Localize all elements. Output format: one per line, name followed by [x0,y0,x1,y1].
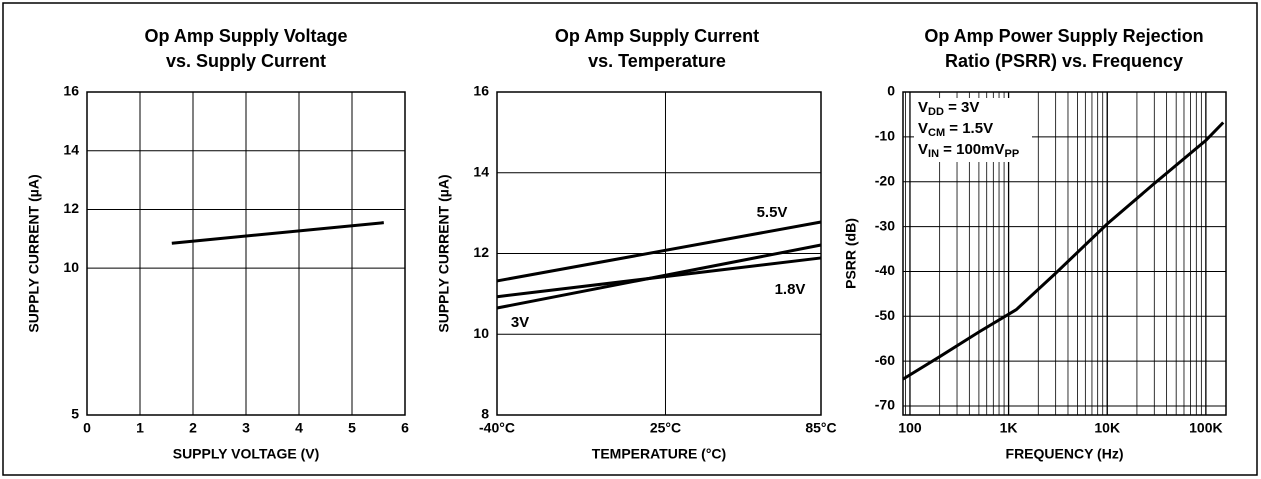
x-axis-label: FREQUENCY (Hz) [1006,446,1124,462]
x-tick-label: 100 [898,420,922,436]
x-tick-label: 2 [189,420,197,436]
x-tick-label: 3 [242,420,250,436]
annotation-part: V [918,120,928,137]
annotation-part: IN [928,148,939,160]
x-axis-label: SUPPLY VOLTAGE (V) [173,446,320,462]
plot-frame [902,91,1227,416]
x-tick-label: 4 [295,420,303,436]
y-axis-label: SUPPLY CURRENT (µA) [436,174,452,332]
annotation: VIN = 100mVPP [918,141,1019,160]
y-tick-label: -70 [875,397,895,413]
y-tick-label: 10 [473,325,489,341]
y-tick-label: -10 [875,128,895,144]
y-tick-label: 5 [71,406,79,422]
series-line [496,256,822,299]
chart-title: Op Amp Power Supply Rejection [924,26,1203,46]
annotation-part: = 3V [944,99,979,116]
y-tick-label: -50 [875,307,895,323]
x-tick-label: 5 [348,420,356,436]
x-tick-label: 10K [1094,420,1120,436]
plot-frame [496,91,822,416]
y-tick-label: 16 [473,83,489,99]
y-tick-label: 0 [887,83,895,99]
series-label: 5.5V [757,204,788,221]
chart-title: vs. Temperature [588,51,726,71]
x-tick-label: 100K [1189,420,1222,436]
annotation-part: V [918,141,928,158]
series-line [496,220,822,283]
x-tick-label: 85°C [805,420,836,436]
x-tick-label: -40°C [479,420,515,436]
y-axis-label: SUPPLY CURRENT (µA) [26,174,42,332]
annotation-part: CM [928,127,945,139]
chart-title: Op Amp Supply Current [555,26,759,46]
chart-title: vs. Supply Current [166,51,326,71]
chart-title: Op Amp Supply Voltage [144,26,347,46]
plot-frame [86,91,406,416]
y-tick-label: -60 [875,352,895,368]
y-tick-label: -30 [875,217,895,233]
annotation-box [914,98,1032,162]
annotation-part: = 100mV [939,141,1004,158]
annotation-part: DD [928,106,944,118]
annotation-part: PP [1004,148,1019,160]
y-tick-label: -40 [875,262,895,278]
chart-title: Ratio (PSRR) vs. Frequency [945,51,1183,71]
y-axis-label: PSRR (dB) [843,218,859,289]
series-label: 1.8V [775,281,806,298]
data-line [171,221,384,245]
x-tick-label: 0 [83,420,91,436]
x-tick-label: 25°C [650,420,681,436]
y-tick-label: 12 [473,244,489,260]
y-tick-label: -20 [875,172,895,188]
data-line [902,121,1225,381]
annotation: VCM = 1.5V [918,120,993,139]
y-tick-label: 12 [63,200,79,216]
series-label: 3V [511,314,529,331]
annotation-part: V [918,99,928,116]
x-tick-label: 1K [1000,420,1018,436]
x-tick-label: 1 [136,420,144,436]
y-tick-label: 16 [63,83,79,99]
x-tick-label: 6 [401,420,409,436]
x-axis-label: TEMPERATURE (°C) [592,446,726,462]
annotation: VDD = 3V [918,99,979,118]
y-tick-label: 14 [473,163,489,179]
y-tick-label: 14 [63,141,79,157]
annotation-part: = 1.5V [945,120,993,137]
y-tick-label: 10 [63,259,79,275]
y-tick-label: 8 [481,406,489,422]
